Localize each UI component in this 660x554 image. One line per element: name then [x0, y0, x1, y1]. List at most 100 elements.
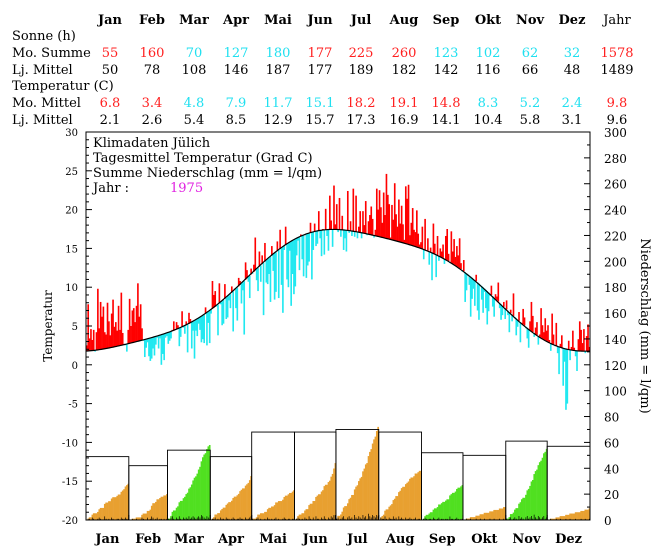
temperature-day-bar: [301, 235, 304, 260]
left-axis-title: Temperatur: [41, 290, 55, 362]
temperature-day-bar: [476, 282, 479, 311]
temperature-day-bar: [558, 346, 560, 375]
plot-frame: [85, 131, 591, 521]
precipitation-daily-bar: [522, 518, 524, 520]
precipitation-cumulative-bar: [240, 489, 243, 520]
temperature-day-bar: [257, 267, 259, 292]
temp-table-cell: 14.1: [432, 113, 461, 128]
temperature-day-bar: [248, 275, 251, 299]
precipitation-daily-bar: [289, 518, 291, 520]
temperature-day-bar: [127, 329, 130, 344]
precipitation-daily-bar: [189, 518, 191, 520]
precipitation-cumulative-bar: [587, 509, 589, 520]
precipitation-daily-bar: [191, 517, 193, 520]
temperature-day-bar: [146, 338, 149, 343]
precipitation-cumulative-bar: [420, 470, 422, 520]
precipitation-cumulative-bar: [178, 502, 181, 520]
precipitation-cumulative-bar: [342, 507, 345, 520]
precipitation-daily-bar: [340, 518, 342, 520]
precipitation-cumulative-bar: [106, 502, 109, 520]
precipitation-daily-bar: [160, 518, 162, 520]
year-header: Jahr: [601, 13, 631, 28]
temperature-day-bar: [244, 262, 247, 280]
sun-table-cell: 182: [392, 63, 417, 78]
temperature-day-bar: [453, 239, 455, 265]
temperature-day-bar: [443, 258, 446, 264]
precipitation-daily-bar: [221, 518, 223, 520]
temperature-day-bar: [541, 325, 544, 339]
temperature-day-bar: [232, 291, 234, 332]
precipitation-daily-bar: [239, 517, 241, 520]
precipitation-daily-bar: [460, 518, 462, 520]
temperature-day-bar: [329, 195, 331, 230]
precipitation-cumulative-bar: [526, 490, 529, 520]
temperature-day-bar: [496, 296, 498, 301]
precipitation-daily-bar: [214, 517, 216, 520]
precipitation-daily-bar: [310, 518, 311, 520]
precipitation-daily-bar: [510, 517, 512, 520]
sun-table-cell: 116: [476, 63, 501, 78]
precipitation-cumulative-bar: [302, 513, 305, 520]
precipitation-daily-bar: [390, 518, 391, 520]
x-axis-label-dez: Dez: [555, 532, 582, 547]
temperature-day-bar: [177, 325, 179, 329]
temperature-day-bar: [286, 244, 288, 280]
precipitation-cumulative-bar: [440, 503, 443, 520]
temp-table-cell: 16.9: [390, 113, 419, 128]
temperature-day-bar: [269, 256, 272, 302]
precipitation-daily-bar: [406, 518, 408, 520]
precipitation-daily-bar: [433, 517, 434, 520]
temperature-day-bar: [298, 237, 301, 271]
temperature-day-bar: [210, 309, 212, 314]
precipitation-daily-bar: [170, 517, 172, 520]
precipitation-cumulative-bar: [479, 514, 482, 520]
precipitation-daily-bar: [285, 518, 286, 520]
temperature-day-bar: [294, 239, 297, 287]
precipitation-cumulative-bar: [530, 481, 533, 520]
temp-table-cell: 14.8: [432, 96, 461, 111]
temperature-day-bar: [213, 294, 215, 308]
precipitation-cumulative-bar: [351, 494, 353, 520]
temperature-day-bar: [105, 334, 107, 349]
temperature-day-bar: [236, 287, 239, 321]
precipitation-cumulative-bar: [272, 506, 275, 520]
left-axis: 30 25 20 15 10 5 0 -5 -10 -15 -20 Temperatur: [41, 128, 92, 527]
precipitation-cumulative-bar: [175, 507, 178, 520]
temperature-day-bar: [436, 235, 439, 256]
precipitation-cumulative-bar: [393, 498, 396, 520]
precipitation-daily-bar: [370, 517, 372, 520]
month-header-jun: Jun: [306, 13, 333, 28]
precipitation-daily-bar: [151, 516, 152, 520]
temperature-day-bar: [512, 293, 515, 316]
left-axis-tick-label: 30: [65, 128, 78, 139]
temperature-day-bar: [552, 334, 555, 345]
precipitation-daily-bar: [434, 518, 436, 520]
temp-table-cell: 10.4: [474, 113, 503, 128]
temp-table-row-label: Mo. Mittel: [12, 96, 81, 111]
precipitation-daily-bar: [401, 517, 402, 520]
precipitation-daily-bar: [446, 518, 448, 520]
precipitation-daily-bar: [225, 517, 227, 520]
sun-table-cell: 70: [186, 46, 203, 61]
precipitation-cumulative-bar: [259, 513, 262, 520]
precipitation-daily-bar: [350, 518, 351, 520]
precipitation-cumulative-bar: [166, 494, 168, 520]
temperature-day-bar: [547, 325, 549, 342]
precipitation-cumulative-bar: [108, 501, 110, 520]
precipitation-daily-bar: [402, 518, 404, 520]
temperature-day-bar: [86, 345, 88, 352]
temp-table: Temperatur (C) Mo. Mittel 6.8 3.4 4.8 7.9 11.7…: [12, 79, 627, 128]
precipitation-daily-bar: [260, 518, 262, 520]
precipitation-daily-bar: [232, 517, 234, 520]
precipitation-cumulative-bar: [112, 497, 114, 520]
precipitation-daily-bar: [351, 517, 353, 520]
temperature-day-bar: [275, 252, 277, 292]
month-header-feb: Feb: [139, 13, 165, 28]
temperature-day-bar: [570, 346, 573, 350]
temperature-day-bar: [186, 324, 189, 353]
temperature-day-bar: [185, 321, 188, 326]
temperature-day-bar: [150, 337, 153, 359]
temp-table-cell: 8.3: [478, 96, 499, 111]
temperature-day-bar: [411, 208, 414, 246]
